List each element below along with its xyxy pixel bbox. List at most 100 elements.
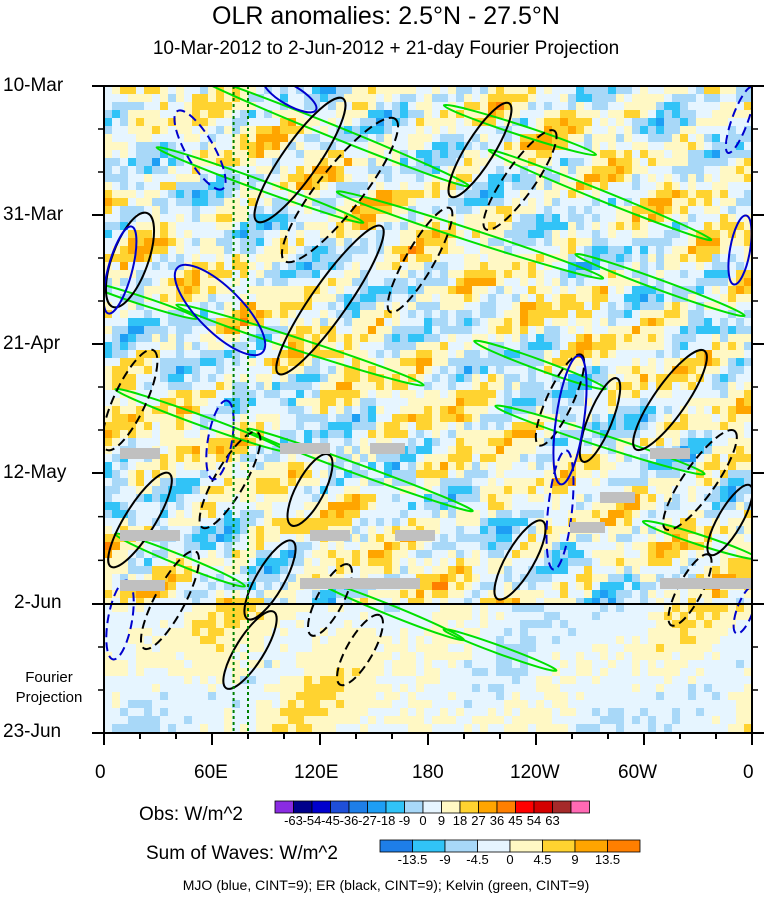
kelvin-contour <box>175 303 425 387</box>
waves-legend-swatch <box>509 839 543 853</box>
er-contour <box>447 101 513 199</box>
obs-legend-swatch <box>459 800 479 814</box>
obs-legend-swatch <box>311 800 331 814</box>
missing-data-bar <box>650 448 690 459</box>
er-contour <box>139 549 201 651</box>
legend-tick-label: 0 <box>419 813 427 828</box>
chart-subtitle: 10-Mar-2012 to 2-Jun-2012 + 21-day Fouri… <box>152 38 620 59</box>
kelvin-contour <box>473 339 607 391</box>
legend-tick-label: -18 <box>376 813 396 828</box>
missing-data-bar <box>370 443 405 454</box>
mjo-contour <box>552 354 588 486</box>
waves-legend-swatch <box>542 839 576 853</box>
y-tick-label: 10-Mar <box>3 75 64 96</box>
olr-heatmap <box>104 86 752 733</box>
plot-frame <box>92 85 764 745</box>
er-contour <box>336 613 384 687</box>
mjo-contour <box>173 263 267 357</box>
missing-data-bar <box>660 578 752 589</box>
legend-tick-label: 45 <box>508 813 523 828</box>
missing-data-bar <box>120 448 160 459</box>
er-contour <box>222 610 278 690</box>
x-tick-label: 120W <box>510 762 560 783</box>
legend-tick-label: -54 <box>302 813 322 828</box>
chart-title: OLR anomalies: 2.5°N - 27.5°N <box>212 2 560 30</box>
x-tick-label: 120E <box>294 762 339 783</box>
missing-data-bar <box>395 530 435 541</box>
waves-legend-label: Sum of Waves: W/m^2 <box>146 843 338 864</box>
y-tick-label: 31-Mar <box>3 204 64 225</box>
obs-legend-swatch <box>367 800 387 814</box>
er-contour <box>306 563 354 637</box>
obs-legend-swatch <box>441 800 461 814</box>
obs-legend-swatch <box>274 800 294 814</box>
obs-legend-swatch <box>552 800 572 814</box>
projection-label-line: Projection <box>15 689 83 706</box>
projection-label: Fourier Projection <box>8 668 90 708</box>
er-contour <box>280 116 400 264</box>
er-contour <box>243 539 297 621</box>
mjo-contour <box>205 399 235 481</box>
y-tick-label: 21-Apr <box>3 333 61 354</box>
obs-legend-swatch <box>293 800 313 814</box>
legend-tick-label: 36 <box>489 813 505 828</box>
obs-legend-swatch <box>422 800 442 814</box>
er-contour <box>386 206 454 314</box>
legend-tick-label: 13.5 <box>594 852 621 867</box>
obs-legend-swatch <box>515 800 535 814</box>
obs-legend-swatch <box>348 800 368 814</box>
x-tick-label: 60W <box>618 762 658 783</box>
er-contour <box>534 353 586 447</box>
legend-tick-label: 9 <box>571 852 579 867</box>
er-contour <box>578 377 622 463</box>
wave-contours <box>104 86 752 690</box>
mjo-contour <box>173 109 227 191</box>
legend-tick-label: -36 <box>339 813 359 828</box>
legend-tick-label: 54 <box>526 813 542 828</box>
kelvin-contour <box>335 190 605 280</box>
obs-legend-swatch <box>330 800 350 814</box>
er-contour <box>662 429 738 531</box>
kelvin-contour <box>574 252 746 318</box>
waves-legend-swatch <box>412 839 446 853</box>
obs-legend-swatch <box>385 800 405 814</box>
legend-tick-label: 9 <box>437 813 446 828</box>
missing-data-bar <box>120 530 180 541</box>
obs-legend-swatch <box>404 800 424 814</box>
x-tick-label: 60E <box>194 762 228 783</box>
legend-tick-label: -45 <box>321 813 340 828</box>
y-tick-label: 23-Jun <box>3 721 62 742</box>
mjo-contour <box>727 214 752 286</box>
kelvin-contour <box>494 404 706 476</box>
kelvin-contour <box>155 146 365 224</box>
obs-legend-swatch <box>533 800 553 814</box>
projection-label-line: Fourier <box>25 669 73 686</box>
waves-legend-swatch <box>444 839 478 853</box>
missing-data-bar <box>280 443 330 454</box>
legend-tick-label: 63 <box>545 813 560 828</box>
kelvin-contour <box>641 519 752 561</box>
x-tick-label: 0 <box>743 762 754 783</box>
waves-legend-swatch <box>607 839 641 853</box>
y-tick-label: 2-Jun <box>14 592 62 613</box>
kelvin-contour <box>487 148 713 242</box>
obs-legend-swatch <box>496 800 516 814</box>
er-contour <box>286 453 334 527</box>
obs-legend-swatch <box>478 800 498 814</box>
legend-tick-label: -4.5 <box>466 852 489 867</box>
legend-tick-label: -9 <box>398 813 411 828</box>
legend-tick-label: 4.5 <box>533 852 552 867</box>
legend-tick-label: -63 <box>284 813 303 828</box>
color-legends <box>274 800 641 853</box>
x-tick-label: 180 <box>412 762 444 783</box>
mjo-contour <box>545 449 575 571</box>
legend-tick-label: 27 <box>471 813 486 828</box>
legend-tick-label: -13.5 <box>397 852 428 867</box>
missing-data-bar <box>570 522 605 533</box>
kelvin-contour <box>442 103 598 157</box>
legend-tick-label: -9 <box>439 852 451 867</box>
missing-data-bar <box>310 530 350 541</box>
waves-legend-swatch <box>477 839 511 853</box>
missing-data-bar <box>600 492 635 503</box>
